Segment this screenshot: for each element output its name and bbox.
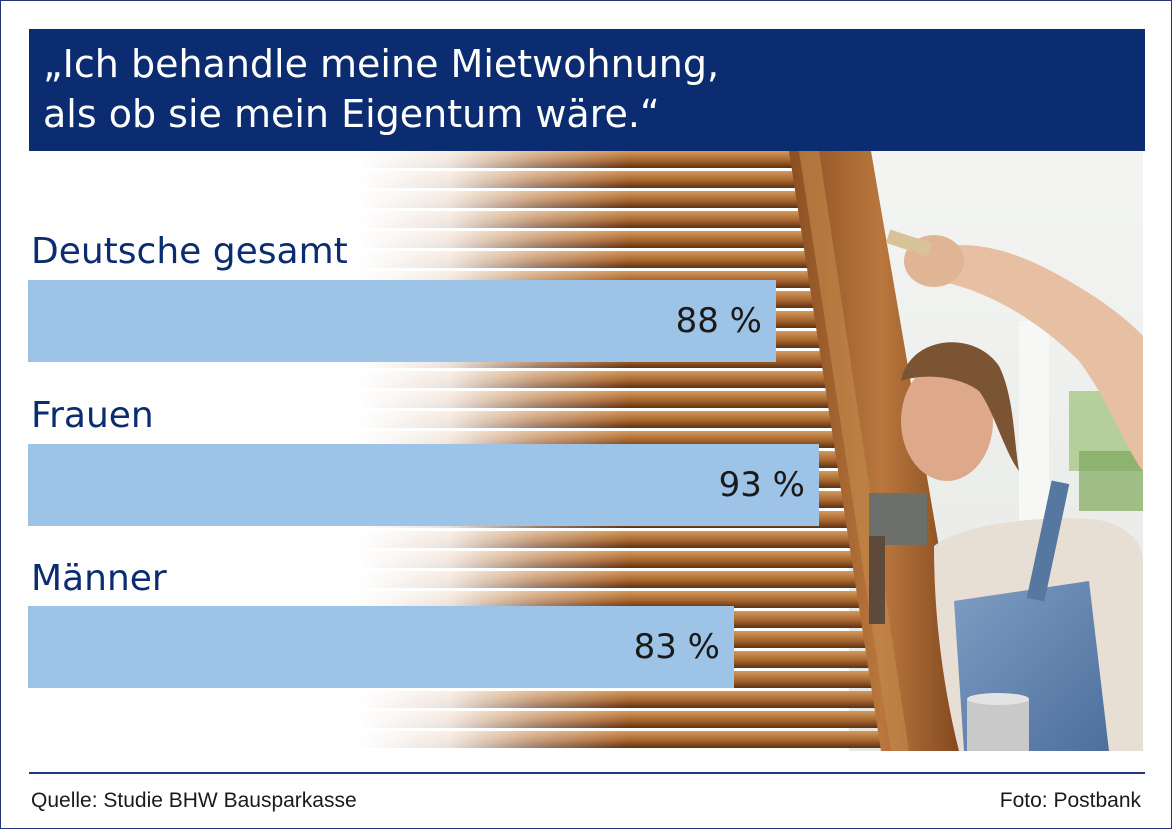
bar: [28, 606, 734, 688]
bar: [28, 444, 819, 526]
photo-credit: Foto: Postbank: [999, 789, 1141, 812]
title-line-2: als ob sie mein Eigentum wäre.“: [43, 92, 660, 136]
title-banner: „Ich behandle meine Mietwohnung, als ob …: [29, 29, 1145, 151]
footer-divider: [29, 772, 1145, 774]
value-label: 83 %: [633, 627, 720, 667]
category-label: Deutsche gesamt: [31, 231, 348, 272]
source-note: Quelle: Studie BHW Bausparkasse: [31, 789, 357, 812]
category-label: Frauen: [31, 395, 154, 436]
bar: [28, 280, 776, 362]
title-line-1: „Ich behandle meine Mietwohnung,: [43, 42, 720, 86]
category-label: Männer: [31, 558, 167, 599]
value-label: 88 %: [675, 301, 762, 341]
value-label: 93 %: [718, 465, 805, 505]
